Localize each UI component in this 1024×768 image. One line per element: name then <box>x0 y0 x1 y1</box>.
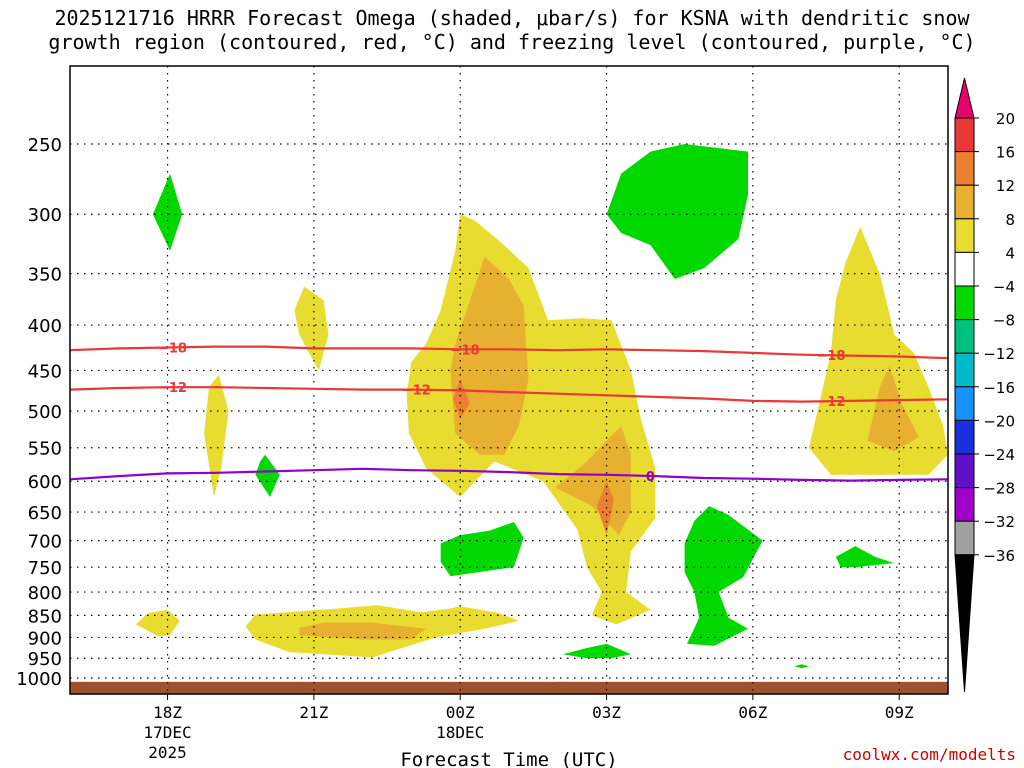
omega-region <box>299 622 427 640</box>
y-tick-label: 300 <box>28 205 62 226</box>
x-tick-label: 06Z <box>738 703 767 722</box>
colorbar-segment <box>954 117 975 153</box>
y-tick-label: 400 <box>28 316 62 337</box>
contour-layer: −18 −18 −18 −12 −12 −12 0 <box>69 341 949 485</box>
colorbar-label: 4 <box>1005 244 1015 262</box>
y-tick-label: 800 <box>28 583 62 604</box>
plot-frame <box>69 65 949 695</box>
colorbar-label: 20 <box>996 110 1015 128</box>
x-tick-label: 2025 <box>148 743 187 762</box>
colorbar-label: −20 <box>983 412 1015 430</box>
omega-region <box>255 454 280 497</box>
contour-label: −18 <box>158 341 187 356</box>
x-tick-label: 18Z <box>153 703 182 722</box>
x-tick-label: 17DEC <box>143 723 191 742</box>
omega-region <box>562 643 631 659</box>
colorbar-segment <box>954 520 975 556</box>
y-tick-label: 350 <box>28 265 62 286</box>
colorbar-segment <box>954 151 975 186</box>
x-axis-label: Forecast Time (UTC) <box>400 749 617 768</box>
omega-region <box>294 286 329 371</box>
contour-line--12 <box>69 386 949 403</box>
colorbar-segment <box>954 453 975 489</box>
contour-label: 0 <box>646 470 655 485</box>
chart-title-line-1: 2025121716 HRRR Forecast Omega (shaded, … <box>54 6 970 30</box>
y-tick-label: 650 <box>28 503 62 524</box>
y-tick-label: 250 <box>28 135 62 156</box>
omega-region <box>684 506 763 646</box>
x-tick-label: 18DEC <box>436 723 484 742</box>
y-tick-label: 450 <box>28 361 62 382</box>
contour-label: −12 <box>402 384 431 399</box>
omega-region <box>809 226 948 475</box>
y-tick-label: 700 <box>28 532 62 553</box>
axes-layer: 2503003504004505005506006507007508008509… <box>16 65 949 768</box>
credit-text: coolwx.com/modelts <box>842 745 1016 764</box>
omega-region <box>794 664 809 669</box>
y-tick-label: 900 <box>28 628 62 649</box>
x-tick-label: 09Z <box>885 703 914 722</box>
contour-label: −18 <box>451 343 480 358</box>
colorbar-label: 16 <box>996 144 1015 162</box>
omega-region <box>440 522 524 577</box>
colorbar-label: −4 <box>993 278 1015 296</box>
x-tick-label: 03Z <box>592 703 621 722</box>
colorbar-label: −12 <box>983 345 1015 363</box>
colorbar-label: −28 <box>983 480 1015 498</box>
colorbar: 20 16 12 8 4 −4 −8 −12 −16 −20 −24 −28 −32 −36 <box>954 77 1015 693</box>
y-tick-label: 550 <box>28 439 62 460</box>
colorbar-label: −16 <box>983 379 1015 397</box>
colorbar-segment <box>954 184 975 220</box>
omega-region <box>867 366 919 452</box>
x-tick-label: 21Z <box>299 703 328 722</box>
chart-title-line-2: growth region (contoured, red, °C) and f… <box>48 30 976 54</box>
colorbar-segment <box>954 487 975 522</box>
contour-label: −18 <box>816 349 845 364</box>
x-tick-label: 00Z <box>446 703 475 722</box>
omega-region <box>452 378 470 419</box>
colorbar-segment <box>954 285 975 321</box>
y-tick-label: 750 <box>28 558 62 579</box>
omega-region <box>450 256 529 455</box>
colorbar-bottom-arrow <box>954 554 975 693</box>
y-tick-label: 950 <box>28 649 62 670</box>
colorbar-label: −32 <box>983 513 1015 531</box>
contour-line-0 <box>69 467 949 482</box>
colorbar-segment <box>954 218 975 253</box>
y-tick-label: 600 <box>28 472 62 493</box>
omega-fill-layer <box>135 144 948 685</box>
ground-layer <box>70 681 948 694</box>
colorbar-segment <box>954 386 975 421</box>
colorbar-label: 8 <box>1005 211 1015 229</box>
contour-label: −12 <box>158 381 187 396</box>
omega-region <box>135 609 180 637</box>
omega-region <box>596 481 614 536</box>
contour-label: −12 <box>816 395 845 410</box>
contour-line--18 <box>69 345 949 360</box>
colorbar-label: −8 <box>993 312 1015 330</box>
chart-title: 2025121716 HRRR Forecast Omega (shaded, … <box>0 6 1024 54</box>
ground-fill <box>70 681 948 694</box>
y-tick-label: 850 <box>28 606 62 627</box>
colorbar-segment <box>954 352 975 388</box>
omega-region <box>835 546 895 568</box>
omega-region <box>204 374 229 497</box>
colorbar-segment <box>954 319 975 354</box>
omega-region <box>606 144 748 280</box>
y-tick-label: 500 <box>28 402 62 423</box>
y-tick-label: 1000 <box>16 669 62 690</box>
colorbar-segment <box>954 419 975 455</box>
colorbar-label: −24 <box>983 446 1015 464</box>
colorbar-segment <box>954 251 975 287</box>
colorbar-label: −36 <box>983 547 1015 565</box>
colorbar-top-arrow <box>954 77 975 119</box>
colorbar-label: 12 <box>996 177 1015 195</box>
omega-region <box>152 173 183 251</box>
